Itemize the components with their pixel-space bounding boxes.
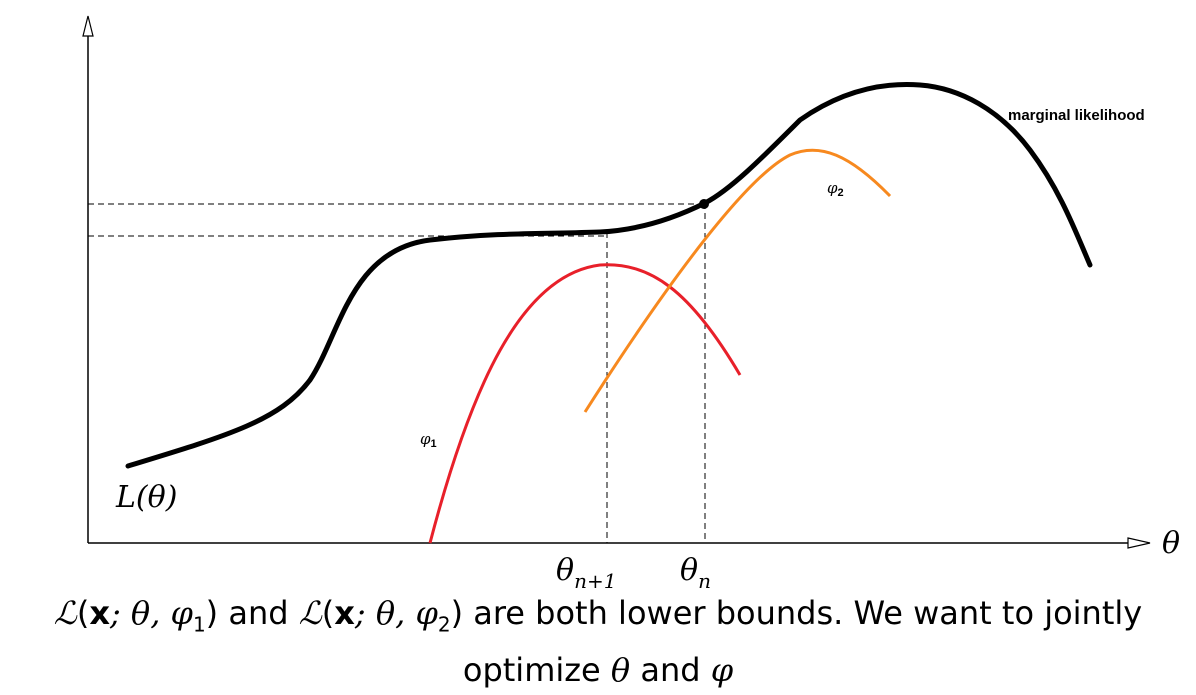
L-theta-label: L(θ) xyxy=(115,480,177,515)
lower-bound-diagram: marginal likelihood L(θ) θ φ1 φ2 θn+1 θn xyxy=(82,15,1180,590)
tick-theta-n: θn xyxy=(680,553,711,590)
x-axis-arrow xyxy=(1127,537,1151,549)
phi2-curve xyxy=(583,148,892,413)
marginal-likelihood-label: marginal likelihood xyxy=(1008,107,1145,124)
caption: ℒ(x; θ, φ1) and ℒ(x; θ, φ2) are both low… xyxy=(0,590,1196,693)
caption-line-2: optimize θ and φ xyxy=(462,651,734,690)
x-axis-theta-label: θ xyxy=(1162,526,1180,561)
phi1-label: φ1 xyxy=(420,430,437,450)
phi1-curve xyxy=(428,263,742,544)
phi2-label: φ2 xyxy=(827,179,844,199)
y-axis-arrow xyxy=(82,15,94,37)
caption-line-1: ℒ(x; θ, φ1) and ℒ(x; θ, φ2) are both low… xyxy=(53,594,1143,637)
tick-theta-n-plus-1: θn+1 xyxy=(556,553,616,590)
marginal-likelihood-curve xyxy=(125,82,1093,469)
theta-n-point xyxy=(699,199,709,209)
